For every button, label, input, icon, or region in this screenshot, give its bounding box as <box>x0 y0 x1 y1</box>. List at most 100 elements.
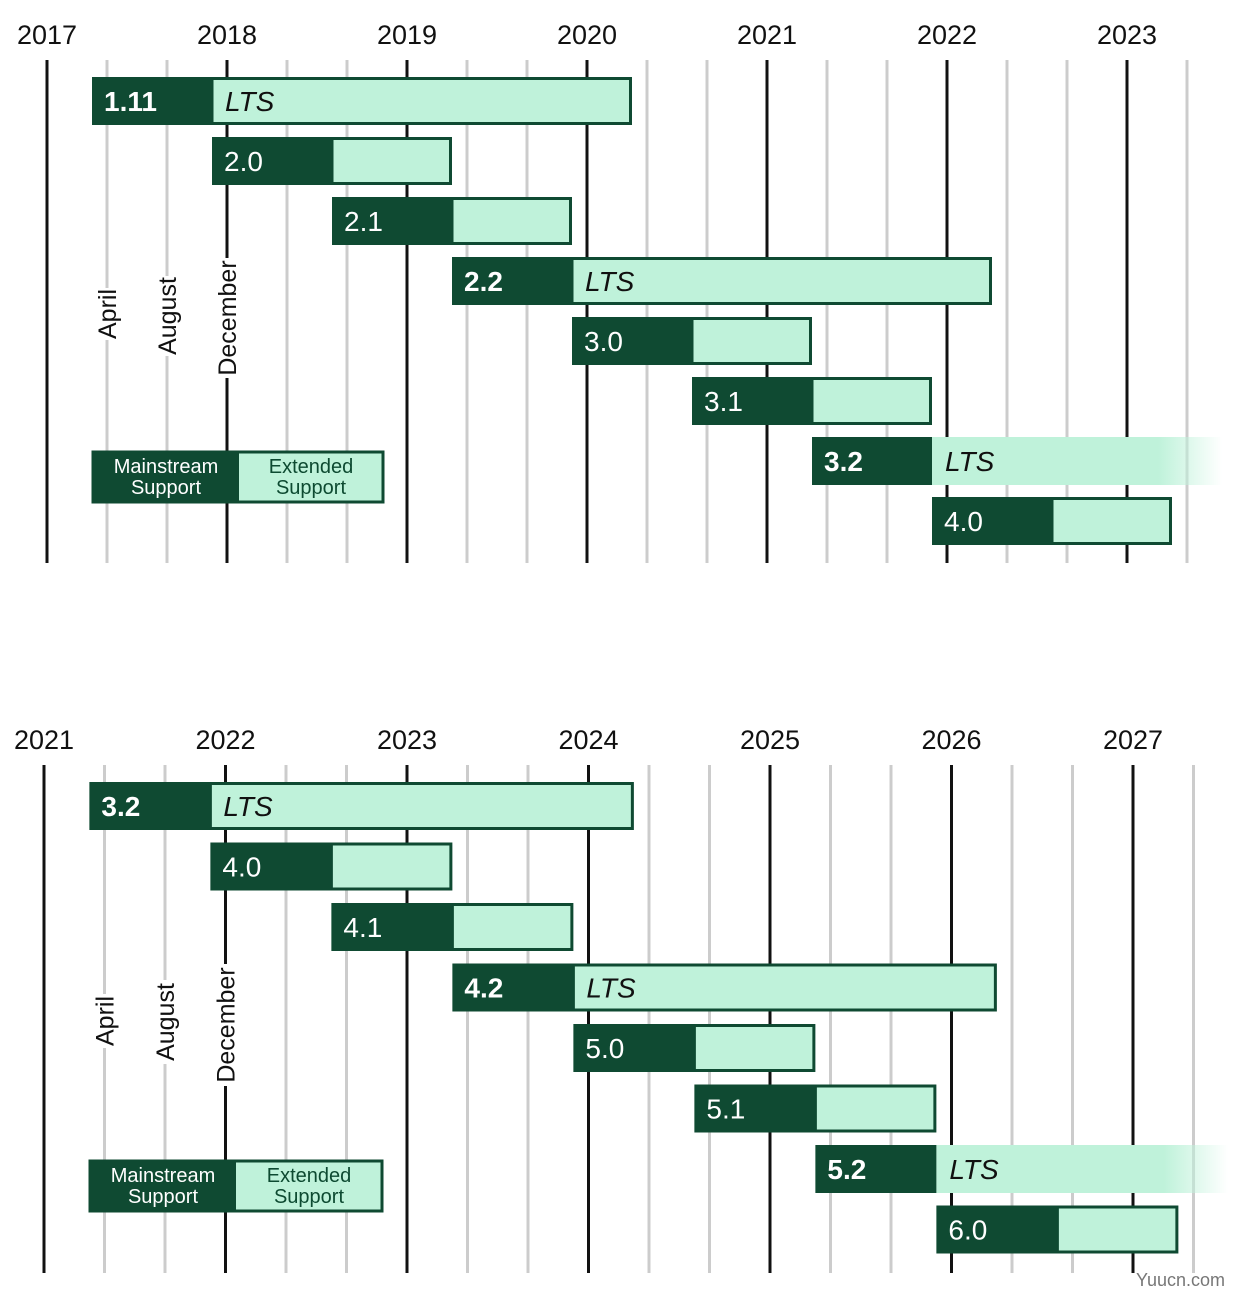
release-row-3.2: 3.2 LTS <box>89 782 634 830</box>
version-label: 4.0 <box>222 852 261 883</box>
year-tick-label: 2021 <box>737 20 797 50</box>
lts-label: LTS <box>949 1154 999 1185</box>
year-tick-label: 2025 <box>740 725 800 755</box>
year-tick-label: 2023 <box>1097 20 1157 50</box>
extended-support-bar <box>1055 1205 1179 1254</box>
mainstream-support-bar <box>452 257 572 305</box>
mainstream-support-bar <box>932 497 1052 545</box>
mainstream-support-bar <box>572 317 692 365</box>
month-labels: April August December <box>92 967 241 1082</box>
extended-support-bar <box>692 1024 816 1072</box>
version-label: 1.11 <box>104 86 157 117</box>
mainstream-support-bar <box>332 197 452 245</box>
extended-support-bar <box>450 903 574 951</box>
timeline-chart-2: 2021 2022 2023 2024 2025 2026 2027 April August D… <box>14 725 1228 1273</box>
year-tick-label: 2022 <box>195 725 255 755</box>
month-label: April <box>92 996 120 1046</box>
year-tick-label: 2021 <box>14 725 74 755</box>
year-tick-label: 2019 <box>377 20 437 50</box>
release-bars: 1.11 LTS 2.0 2.1 2.2 LTS 3.0 3.1 3.2 LTS 4.0 <box>92 77 1222 545</box>
release-row-4.2: 4.2 LTS <box>452 963 997 1012</box>
release-row-2.2: 2.2 LTS <box>452 257 992 305</box>
extended-support-bar <box>1050 497 1172 545</box>
extended-support-bar <box>210 77 632 125</box>
mainstream-support-bar <box>452 963 574 1012</box>
legend-mainstream-label: Mainstream Support <box>111 1165 215 1208</box>
mainstream-support-bar <box>331 903 453 951</box>
mainstream-support-bar <box>692 377 812 425</box>
mainstream-support-bar <box>815 1145 937 1193</box>
release-row-3.0: 3.0 <box>572 317 812 365</box>
version-label: 5.2 <box>827 1154 866 1185</box>
release-row-6.0: 6.0 <box>936 1205 1179 1254</box>
mainstream-support-bar <box>812 437 932 485</box>
extended-support-bar <box>936 1145 1228 1193</box>
release-row-4.1: 4.1 <box>331 903 574 951</box>
month-label: August <box>152 983 180 1061</box>
legend-mainstream-swatch <box>93 452 239 502</box>
year-tick-label: 2023 <box>377 725 437 755</box>
legend-mainstream-swatch <box>90 1161 236 1211</box>
year-tick-label: 2026 <box>921 725 981 755</box>
lts-label: LTS <box>945 446 995 477</box>
version-label: 5.1 <box>706 1094 745 1125</box>
mainstream-support-bar <box>936 1205 1058 1254</box>
version-label: 3.0 <box>584 326 623 357</box>
release-row-3.2: 3.2 LTS <box>812 437 1222 485</box>
extended-support-bar <box>932 437 1222 485</box>
mainstream-support-bar <box>694 1084 816 1133</box>
version-label: 4.2 <box>464 973 503 1004</box>
watermark: Yuucn.com <box>1136 1270 1226 1290</box>
version-label: 3.2 <box>101 791 140 822</box>
release-bars: 3.2 LTS 4.0 4.1 4.2 LTS 5.0 5.1 5.2 LTS 6.0 <box>89 782 1228 1254</box>
lts-label: LTS <box>585 266 635 297</box>
month-label: December <box>213 967 241 1082</box>
release-row-2.1: 2.1 <box>332 197 572 245</box>
release-row-5.2: 5.2 LTS <box>815 1145 1228 1193</box>
release-row-5.0: 5.0 <box>573 1024 816 1072</box>
extended-support-bar <box>208 782 634 830</box>
lts-label: LTS <box>225 86 275 117</box>
legend: Mainstream Support Extended Support <box>91 450 385 504</box>
mainstream-support-bar <box>89 782 211 830</box>
month-label: April <box>94 289 122 339</box>
version-label: 4.0 <box>944 506 983 537</box>
year-tick-label: 2022 <box>917 20 977 50</box>
version-label: 2.0 <box>224 146 263 177</box>
month-label: August <box>154 277 182 355</box>
year-tick-label: 2020 <box>557 20 617 50</box>
year-tick-label: 2018 <box>197 20 257 50</box>
year-tick-label: 2027 <box>1103 725 1163 755</box>
release-row-4.0: 4.0 <box>932 497 1172 545</box>
mainstream-support-bar <box>573 1024 695 1072</box>
release-row-4.0: 4.0 <box>210 842 453 891</box>
legend-mainstream-label: Mainstream Support <box>114 456 218 499</box>
mainstream-support-bar <box>210 842 332 891</box>
legend-extended-label: Extended Support <box>269 456 354 499</box>
version-label: 2.1 <box>344 206 383 237</box>
extended-support-bar <box>330 137 452 185</box>
month-label: December <box>214 260 242 375</box>
release-row-2.0: 2.0 <box>212 137 452 185</box>
version-label: 3.2 <box>824 446 863 477</box>
extended-support-bar <box>690 317 812 365</box>
timeline-chart-1: 2017 2018 2019 2020 2021 2022 2023 April August D… <box>17 20 1222 563</box>
release-row-5.1: 5.1 <box>694 1084 937 1133</box>
year-tick-label: 2024 <box>558 725 618 755</box>
version-label: 5.0 <box>585 1033 624 1064</box>
year-tick-label: 2017 <box>17 20 77 50</box>
version-label: 3.1 <box>704 386 743 417</box>
legend: Mainstream Support Extended Support <box>88 1159 384 1213</box>
version-label: 6.0 <box>948 1215 987 1246</box>
release-row-3.1: 3.1 <box>692 377 932 425</box>
extended-support-bar <box>329 842 453 891</box>
extended-support-bar <box>570 257 992 305</box>
release-row-1.11: 1.11 LTS <box>92 77 632 125</box>
extended-support-bar <box>450 197 572 245</box>
lts-label: LTS <box>223 791 273 822</box>
legend-extended-label: Extended Support <box>267 1165 352 1208</box>
version-label: 2.2 <box>464 266 503 297</box>
mainstream-support-bar <box>92 77 212 125</box>
extended-support-bar <box>571 963 997 1012</box>
